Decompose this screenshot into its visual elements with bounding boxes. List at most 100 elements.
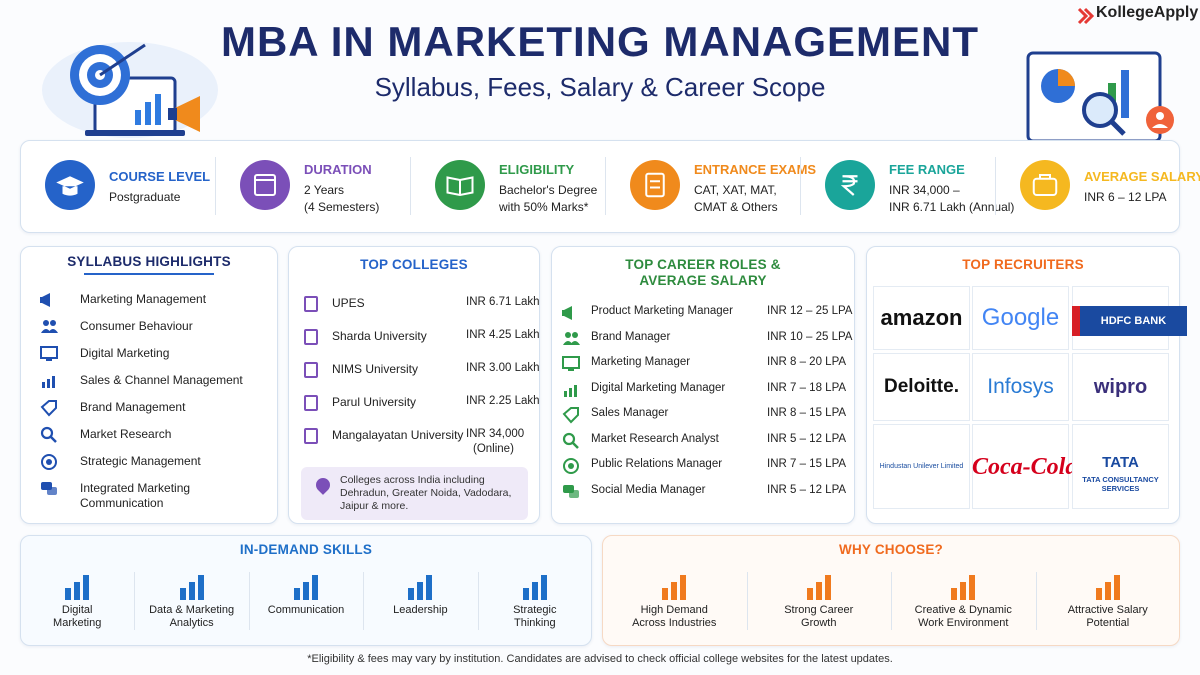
college-icon bbox=[304, 362, 318, 378]
divider bbox=[410, 157, 411, 215]
syllabus-item: Integrated Marketing Communication bbox=[80, 481, 191, 510]
recruiter-cell bbox=[873, 286, 970, 350]
strip-label: Growth bbox=[801, 617, 837, 629]
fact-text: (4 Semesters) bbox=[304, 200, 380, 214]
recruiter-logo: HDFC BANK bbox=[1072, 306, 1187, 336]
strip-label: Attractive Salary bbox=[1067, 604, 1148, 616]
college-name: Parul University bbox=[332, 395, 417, 409]
strip-label: Communication bbox=[267, 604, 345, 616]
left-illustration bbox=[42, 42, 218, 138]
career-salary: INR 12 – 25 LPA bbox=[767, 305, 853, 317]
icon bbox=[45, 160, 95, 210]
recruiter-cell bbox=[873, 353, 970, 421]
icon bbox=[240, 160, 290, 210]
section-title: TOP COLLEGES bbox=[360, 257, 468, 272]
fact-text: CMAT & Others bbox=[694, 200, 778, 214]
fact-label: COURSE LEVEL bbox=[109, 169, 211, 184]
careers-card bbox=[551, 246, 855, 524]
college-fee: INR 6.71 Lakh bbox=[466, 296, 540, 308]
career-salary: INR 7 – 18 LPA bbox=[767, 381, 847, 394]
list-icon bbox=[562, 381, 580, 399]
syllabus-item: Digital Marketing bbox=[80, 346, 170, 360]
college-name: NIMS University bbox=[332, 362, 419, 376]
career-role: Brand Manager bbox=[591, 330, 671, 343]
college-fee: INR 4.25 Lakh bbox=[466, 329, 540, 341]
college-name: UPES bbox=[332, 296, 365, 310]
career-role: Product Marketing Manager bbox=[591, 305, 733, 317]
brand-name: KollegeApply bbox=[1096, 4, 1199, 21]
right-illustration bbox=[1026, 51, 1174, 143]
fact-label: DURATION bbox=[304, 162, 372, 177]
section-title: TOP RECRUITERS bbox=[962, 257, 1084, 272]
section-title: SYLLABUS HIGHLIGHTS bbox=[67, 254, 231, 269]
list-icon bbox=[40, 345, 58, 363]
college-fee: INR 3.00 Lakh bbox=[466, 362, 540, 374]
college-fee: INR 2.25 Lakh bbox=[466, 395, 540, 407]
career-salary: INR 10 – 25 LPA bbox=[767, 330, 853, 343]
fact-text: INR 6 – 12 LPA bbox=[1084, 190, 1167, 204]
fact-text: INR 34,000 – bbox=[889, 183, 960, 197]
divider bbox=[891, 572, 892, 630]
college-name: Mangalayatan University bbox=[332, 428, 464, 442]
strip-label: Work Environment bbox=[918, 617, 1009, 629]
career-salary: INR 5 – 12 LPA bbox=[767, 483, 847, 496]
list-icon bbox=[562, 406, 580, 424]
syllabus-item: Brand Management bbox=[80, 400, 186, 414]
syllabus-item: Strategic Management bbox=[80, 454, 201, 468]
college-icon bbox=[304, 329, 318, 345]
career-role: Digital Marketing Manager bbox=[591, 381, 726, 394]
divider bbox=[605, 157, 606, 215]
college-icon bbox=[304, 395, 318, 411]
recruiter-logo: Infosys bbox=[987, 375, 1054, 398]
icon bbox=[435, 160, 485, 210]
title-underline bbox=[84, 273, 214, 275]
career-role: Public Relations Manager bbox=[591, 458, 723, 470]
strip-label: Leadership bbox=[393, 604, 448, 616]
career-role: Sales Manager bbox=[591, 407, 669, 419]
list-icon bbox=[40, 318, 58, 336]
recruiter-logo: amazon bbox=[880, 305, 963, 330]
fact-label: ENTRANCE EXAMS bbox=[694, 162, 817, 177]
college-name: Sharda University bbox=[332, 329, 427, 343]
college-icon bbox=[304, 428, 318, 444]
recruiter-logo: Deloitte. bbox=[884, 376, 959, 397]
career-salary: INR 8 – 20 LPA bbox=[767, 356, 847, 368]
college-fee-note: (Online) bbox=[473, 443, 514, 455]
strip-label: Marketing bbox=[53, 617, 102, 629]
page-title: MBA IN MARKETING MANAGEMENT bbox=[220, 18, 980, 65]
career-salary: INR 8 – 15 LPA bbox=[767, 407, 847, 419]
divider bbox=[477, 572, 479, 630]
fact-text: Bachelor's Degree bbox=[499, 183, 598, 197]
recruiter-logo: wipro bbox=[1093, 376, 1148, 398]
recruiter-cell bbox=[972, 353, 1069, 421]
list-icon bbox=[40, 426, 58, 444]
fact-text: CAT, XAT, MAT, bbox=[694, 183, 777, 197]
recruiter-logo: TATA bbox=[1102, 453, 1139, 471]
strip-icon bbox=[61, 570, 93, 602]
fact-label: FEE RANGE bbox=[889, 162, 965, 177]
strip-icon bbox=[519, 570, 551, 602]
footnote: *Eligibility & fees may vary by institut… bbox=[307, 653, 893, 665]
strip-icon bbox=[803, 570, 835, 602]
recruiter-cell bbox=[1072, 353, 1169, 421]
strip-icon bbox=[290, 570, 322, 602]
divider bbox=[800, 157, 801, 215]
strip-icon bbox=[658, 570, 690, 602]
fact-label: ELIGIBILITY bbox=[499, 162, 575, 177]
list-icon bbox=[562, 483, 580, 501]
college-fee: INR 34,000 bbox=[466, 428, 525, 440]
strip-label: Potential bbox=[1086, 617, 1130, 629]
divider bbox=[248, 572, 250, 630]
syllabus-item: Sales & Channel Management bbox=[80, 373, 243, 387]
college-icon bbox=[304, 296, 318, 312]
strip-label: Data & Marketing bbox=[149, 604, 235, 616]
page-subtitle: Syllabus, Fees, Salary & Career Scope bbox=[374, 72, 826, 102]
key-facts-bar bbox=[20, 140, 1180, 233]
divider bbox=[1035, 572, 1037, 630]
career-salary: INR 5 – 12 LPA bbox=[767, 432, 847, 445]
list-icon bbox=[562, 457, 580, 475]
list-icon bbox=[562, 304, 580, 322]
strip-icon bbox=[176, 570, 208, 602]
fact-text: INR 6.71 Lakh (Annual) bbox=[889, 200, 1015, 214]
